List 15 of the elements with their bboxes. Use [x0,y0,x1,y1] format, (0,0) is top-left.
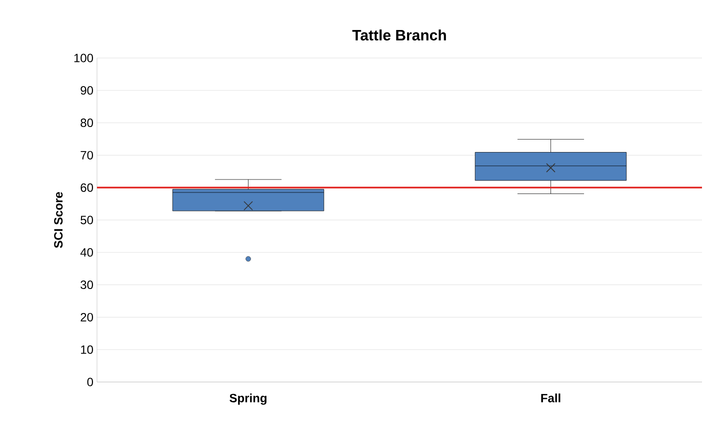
y-tick-label: 50 [80,216,94,224]
y-tick-label: 80 [80,118,94,128]
y-tick-label: 30 [80,280,94,290]
x-tick-label: Spring [230,394,266,405]
x-tick-label: Fall [541,394,560,402]
y-tick-label: 0 [87,378,94,386]
y-tick-label: 70 [80,150,94,160]
y-tick-label: 10 [81,345,94,354]
y-tick-label: 20 [80,312,94,322]
y-axis-title: SCI Score [54,192,63,248]
y-tick-label: 60 [80,183,94,192]
y-tick-label: 40 [80,248,94,257]
y-tick-label: 100 [74,54,94,62]
y-tick-label: 90 [80,86,94,95]
chart-title: Tattle Branch [352,29,446,40]
